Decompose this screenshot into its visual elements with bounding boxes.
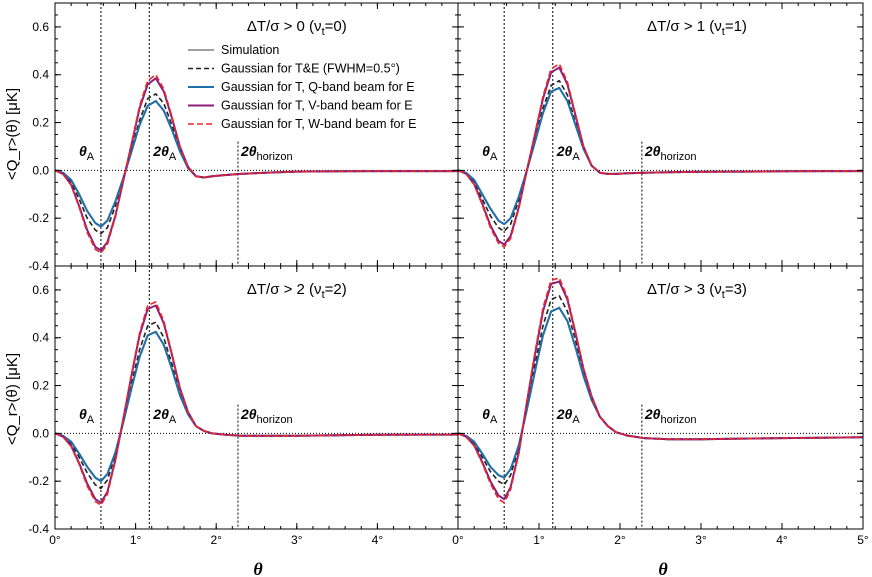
x-tick-label: 1° — [130, 533, 142, 547]
legend-label: Gaussian for T&E (FWHM=0.5°) — [221, 62, 400, 76]
y-tick-label: -0.2 — [28, 211, 49, 225]
panel-1: θA 2θA 2θhorizon -0.4 -0.2 0.0 0.2 0.4 0.6 ΔT/σ >… — [28, 2, 459, 273]
two-theta-horizon-label: 2θhorizon — [644, 143, 697, 163]
y-tick-label: 0.6 — [32, 283, 49, 297]
panel-2: θA 2θA 2θhorizon ΔT/σ > 1 (νt=1) — [457, 2, 864, 267]
panel-4: θA 2θA 2θhorizon 0° 1° 2° 3° 4° 5° ΔT/σ > 3 (νt=3… — [452, 265, 869, 547]
panel-title: ΔT/σ > 3 (νt=3) — [647, 281, 747, 301]
theta-a-label: θA — [482, 143, 498, 163]
series-line-5 — [54, 73, 458, 254]
y-tick-label: 0.6 — [32, 20, 49, 34]
two-theta-horizon-label: 2θhorizon — [240, 406, 293, 426]
y-tick-label: 0.4 — [32, 331, 49, 345]
x-tick-label: 0° — [49, 533, 61, 547]
x-tick-label: 3° — [291, 533, 303, 547]
legend-label: Gaussian for T, V-band beam for E — [221, 99, 413, 113]
series-line-4 — [54, 304, 458, 504]
x-tick-label: 1° — [533, 533, 545, 547]
legend-label: Gaussian for T, Q-band beam for E — [221, 80, 415, 94]
y-tick-label: -0.4 — [28, 522, 49, 536]
two-theta-a-label: 2θA — [556, 406, 581, 426]
y-tick-label: 0.2 — [32, 116, 49, 130]
two-theta-a-label: 2θA — [556, 143, 581, 163]
y-tick-label: 0.2 — [32, 379, 49, 393]
panel-3: θA 2θA 2θhorizon -0.4 -0.2 0.0 0.2 0.4 0.6 0° 1° 2°… — [28, 265, 459, 547]
panel-title: ΔT/σ > 1 (νt=1) — [647, 18, 747, 38]
x-tick-label: 5° — [857, 533, 869, 547]
theta-a-label: θA — [79, 406, 95, 426]
panel-title: ΔT/σ > 0 (νt=0) — [247, 18, 347, 38]
legend: Simulation Gaussian for T&E (FWHM=0.5°) Ga… — [188, 43, 416, 131]
two-theta-horizon-label: 2θhorizon — [644, 406, 697, 426]
panel-frame — [54, 265, 459, 530]
y-tick-label: -0.4 — [28, 259, 49, 273]
x-axis-title-right: θ — [658, 559, 668, 577]
x-axis-title-left: θ — [253, 559, 263, 577]
x-tick-label: 4° — [776, 533, 788, 547]
legend-label: Simulation — [221, 43, 279, 57]
y-tick-label: -0.2 — [28, 474, 49, 488]
x-tick-label: 2° — [614, 533, 626, 547]
panel-frame — [457, 265, 864, 530]
y-tick-label: 0.0 — [32, 426, 49, 440]
series-line-5 — [54, 301, 458, 506]
panel-title: ΔT/σ > 2 (νt=2) — [247, 281, 347, 301]
two-theta-a-label: 2θA — [152, 406, 177, 426]
series-line-5 — [457, 277, 864, 504]
x-tick-label: 4° — [372, 533, 384, 547]
x-tick-label: 2° — [210, 533, 222, 547]
series-line-5 — [457, 63, 863, 248]
x-tick-label: 3° — [695, 533, 707, 547]
panel-frame — [457, 2, 864, 267]
y-tick-label: 0.0 — [32, 163, 49, 177]
y-tick-label: 0.4 — [32, 68, 49, 82]
y-axis-title-bottom: <Q_r>(θ) [μK] — [4, 353, 21, 445]
series-line-2 — [457, 295, 864, 486]
series-line-4 — [457, 280, 864, 501]
y-axis-title-top: <Q_r>(θ) [μK] — [4, 88, 21, 180]
theta-a-label: θA — [79, 143, 95, 163]
theta-a-label: θA — [482, 406, 498, 426]
two-theta-horizon-label: 2θhorizon — [240, 143, 293, 163]
two-theta-a-label: 2θA — [152, 143, 177, 163]
x-tick-label: 0° — [452, 533, 464, 547]
legend-label: Gaussian for T, W-band beam for E — [221, 117, 416, 131]
